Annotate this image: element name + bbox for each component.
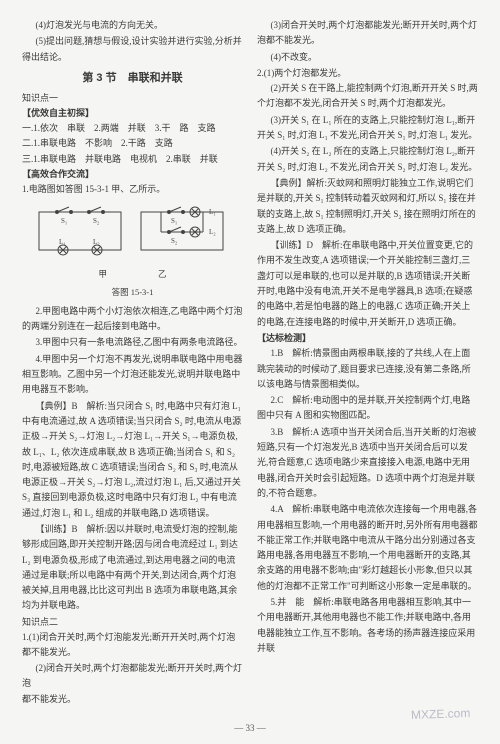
label-s2b: S₂ bbox=[171, 237, 178, 245]
label-l2b: L₂ bbox=[209, 228, 216, 236]
cont-2: (3)闭合开关时,两个灯泡都能发光;断开开关时,两个灯泡都不能发光。 bbox=[257, 18, 478, 49]
item-2-1: 2.(1)两个灯泡都发光。 bbox=[257, 66, 478, 81]
knowledge-point-1: 知识点一 bbox=[22, 91, 243, 106]
line-2: 二.1.串联电路 不影响 2.干路 支路 bbox=[22, 136, 243, 151]
diagram-figno: 答图 15-3-1 bbox=[22, 285, 243, 299]
circuit-1: 1.电路图如答图 15-3-1 甲、乙所示。 bbox=[22, 182, 243, 197]
intro-5: (5)提出问题,猜想与假设,设计实验并进行实验,分析并得出结论。 bbox=[22, 34, 243, 65]
line-3: 三.1.串联电路 并联电路 电视机 2.串联 并联 bbox=[22, 152, 243, 167]
page-columns: (4)灯泡发光与电流的方向无关。 (5)提出问题,猜想与假设,设计实验并进行实验… bbox=[22, 18, 478, 708]
intro-4: (4)灯泡发光与电流的方向无关。 bbox=[22, 18, 243, 33]
label-l1b: L₁ bbox=[209, 208, 216, 216]
q5: 5.并 能 解析:串联电路各用电器相互影响,其中一个用电器断开,其他用电器也不能… bbox=[257, 595, 478, 656]
cont-3: (4)不改变。 bbox=[257, 50, 478, 65]
dabiao-header: 【达标检测】 bbox=[257, 331, 478, 346]
q3: 3.B 解析:A 选项中当开关闭合后,当开关断的灯泡被短路,只有一个灯泡发光,B… bbox=[257, 425, 478, 501]
diagram-caption: 甲 乙 bbox=[22, 267, 243, 281]
circuit-2: 2.甲图电路中两个小灯泡依次相连,乙电路中两个灯泡的两端分别连在一起后接到电路中… bbox=[22, 304, 243, 335]
item-2-4: (4)开关 S₂ 在 L₂ 所在的支路上,只能控制灯泡 L₂,断开开关 S₂ 时… bbox=[257, 144, 478, 175]
section-title: 第 3 节 串联和并联 bbox=[22, 69, 243, 88]
example-2: 【典例】解析:灭蚊网和照明灯能独立工作,说明它们是并联的,开关 S₁ 控制转动着… bbox=[257, 176, 478, 237]
label-s1: S₁ bbox=[61, 217, 67, 225]
circuit-4: 4.甲图中另一个灯泡不再发光,说明串联电路中用电器相互影响。乙图中另一个灯泡还能… bbox=[22, 352, 243, 398]
train-d: 【训练】D 解析:在串联电路中,开关位置变更,它的作用不发生改变,A 选项错误;… bbox=[257, 238, 478, 330]
q2: 2.C 解析:电动图中的是并联,开关控制两个灯,电路图中只有 A 图和实物图匹配… bbox=[257, 393, 478, 424]
circuit-3: 3.甲图中只有一条电流路径,乙图中有两条电流路径。 bbox=[22, 335, 243, 350]
item-2-3: (3)开关 S₁ 在 L₁ 所在的支路上,只能控制灯泡 L₁,断开开关 S₁ 时… bbox=[257, 113, 478, 144]
gaoxiao-header: 【高效合作交流】 bbox=[22, 167, 243, 182]
knowledge-point-2: 知识点二 bbox=[22, 615, 243, 630]
item-2-2: (2)开关 S 在干路上,能控制两个灯泡,断开开关 S 时,两个灯泡都不发光,闭… bbox=[257, 81, 478, 112]
example-b: 【典例】B 解析:当只闭合 S₁ 时,电路中只有灯泡 L₁ 中有电流通过,故 A… bbox=[22, 399, 243, 521]
circuit-diagram: S₁ S₂ L₁ L₂ bbox=[22, 204, 243, 265]
q1: 1.B 解析:情景图由两根串联,接的了共线,人在上面跳完装动的时候动了,题目要求… bbox=[257, 346, 478, 392]
youxiao-header: 【优效自主初探】 bbox=[22, 106, 243, 121]
train-b: 【训练】B 解析:因以并联时,电流受灯泡的控制,能够形成回路,即开关控制开路;因… bbox=[22, 522, 243, 614]
k2-1: 1.(1)闭合开关时,两个灯泡能发光;断开开关时,两个灯泡都不能发光。 bbox=[22, 630, 243, 661]
label-l2: L₂ bbox=[93, 238, 100, 246]
k2-2: (2)闭合开关时,两个灯泡都能发光;断开开关时,两个灯泡 bbox=[22, 661, 243, 692]
label-l1: L₁ bbox=[59, 238, 66, 246]
line-1: 一.1.依次 串联 2.两端 并联 3.干 路 支路 bbox=[22, 121, 243, 136]
label-s1b: S₁ bbox=[171, 217, 177, 225]
label-s2: S₂ bbox=[93, 217, 100, 225]
q4: 4.A 解析:串联电路中电流依次连接每一个用电器,各用电器相互影响,一个用电器的… bbox=[257, 502, 478, 594]
page-number: — 33 — bbox=[0, 721, 500, 736]
cont-1: 都不能发光。 bbox=[22, 692, 243, 707]
